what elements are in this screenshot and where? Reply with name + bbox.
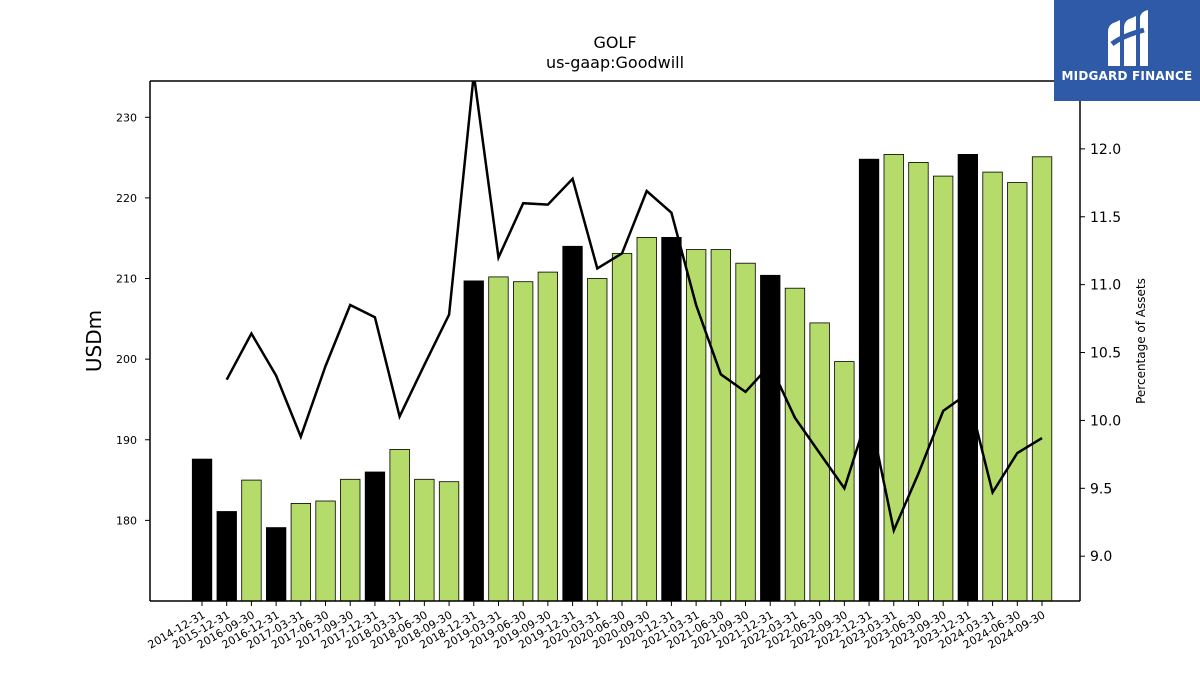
y2-tick-label-9.5: 9.5 bbox=[1090, 481, 1112, 497]
bar-2024-09-30 bbox=[1031, 156, 1053, 602]
y2-tick-label-11.5: 11.5 bbox=[1090, 210, 1121, 226]
line-layer bbox=[225, 81, 1043, 535]
y2-tick-label-9.0: 9.0 bbox=[1090, 549, 1112, 565]
bar-2023-09-30 bbox=[933, 175, 954, 602]
bar-2021-06-30 bbox=[710, 249, 731, 602]
bar-2024-06-30 bbox=[1007, 182, 1028, 602]
y-tick-label-200: 200 bbox=[116, 353, 137, 366]
bar-2016-12-31 bbox=[265, 527, 287, 602]
pct-assets-line bbox=[225, 81, 1043, 535]
bar-2018-12-31 bbox=[463, 280, 484, 602]
bar-2019-06-30 bbox=[513, 281, 534, 602]
y2-tick-label-10.0: 10.0 bbox=[1090, 413, 1121, 429]
bar-2018-06-30 bbox=[414, 478, 435, 602]
bar-2022-03-31 bbox=[784, 287, 806, 602]
y-tick-label-210: 210 bbox=[116, 273, 137, 286]
y2-tick-label-11.0: 11.0 bbox=[1090, 278, 1121, 294]
bar-2023-03-31 bbox=[883, 153, 904, 602]
bar-2020-09-30 bbox=[636, 236, 657, 602]
bar-2023-06-30 bbox=[908, 161, 929, 602]
bar-2024-03-31 bbox=[982, 171, 1003, 602]
bar-2022-12-31 bbox=[858, 158, 880, 602]
bar-2019-12-31 bbox=[562, 245, 583, 602]
bar-2017-06-30 bbox=[315, 500, 336, 602]
y2-tick-label-12.0: 12.0 bbox=[1090, 142, 1121, 158]
bar-2018-09-30 bbox=[438, 481, 460, 602]
bar-2019-03-31 bbox=[488, 276, 509, 602]
y-tick-label-230: 230 bbox=[116, 111, 137, 124]
midgard-logo-icon bbox=[1108, 10, 1148, 66]
y-tick-label-220: 220 bbox=[116, 192, 137, 205]
bar-2021-09-30 bbox=[735, 262, 756, 602]
bar-2019-09-30 bbox=[537, 271, 558, 602]
bar-2017-03-31 bbox=[290, 502, 312, 602]
bar-2015-12-31 bbox=[216, 511, 237, 602]
chart-title: GOLF bbox=[593, 33, 636, 52]
y2-axis-label: Percentage of Assets bbox=[1134, 278, 1148, 404]
bar-2021-12-31 bbox=[760, 274, 781, 602]
bar-2023-12-31 bbox=[957, 153, 978, 602]
logo-badge: MIDGARD FINANCE bbox=[1054, 0, 1200, 101]
bar-2020-03-31 bbox=[587, 278, 608, 602]
bar-2017-12-31 bbox=[364, 471, 386, 602]
bar-2017-09-30 bbox=[340, 478, 361, 602]
y-tick-label-180: 180 bbox=[116, 514, 137, 527]
bar-2014-12-31 bbox=[191, 458, 213, 602]
logo-text: MIDGARD FINANCE bbox=[1061, 69, 1193, 83]
bar-2016-09-30 bbox=[241, 479, 262, 602]
bar-2018-03-31 bbox=[389, 448, 410, 602]
y-axis-label: USDm bbox=[82, 310, 106, 372]
chart-subtitle: us-gaap:Goodwill bbox=[546, 53, 684, 72]
bar-2022-09-30 bbox=[834, 361, 855, 602]
y2-tick-label-10.5: 10.5 bbox=[1090, 346, 1121, 362]
bar-2020-12-31 bbox=[661, 236, 682, 602]
y-tick-label-190: 190 bbox=[116, 434, 137, 447]
bar-2020-06-30 bbox=[611, 253, 633, 602]
bars-layer bbox=[191, 153, 1053, 602]
